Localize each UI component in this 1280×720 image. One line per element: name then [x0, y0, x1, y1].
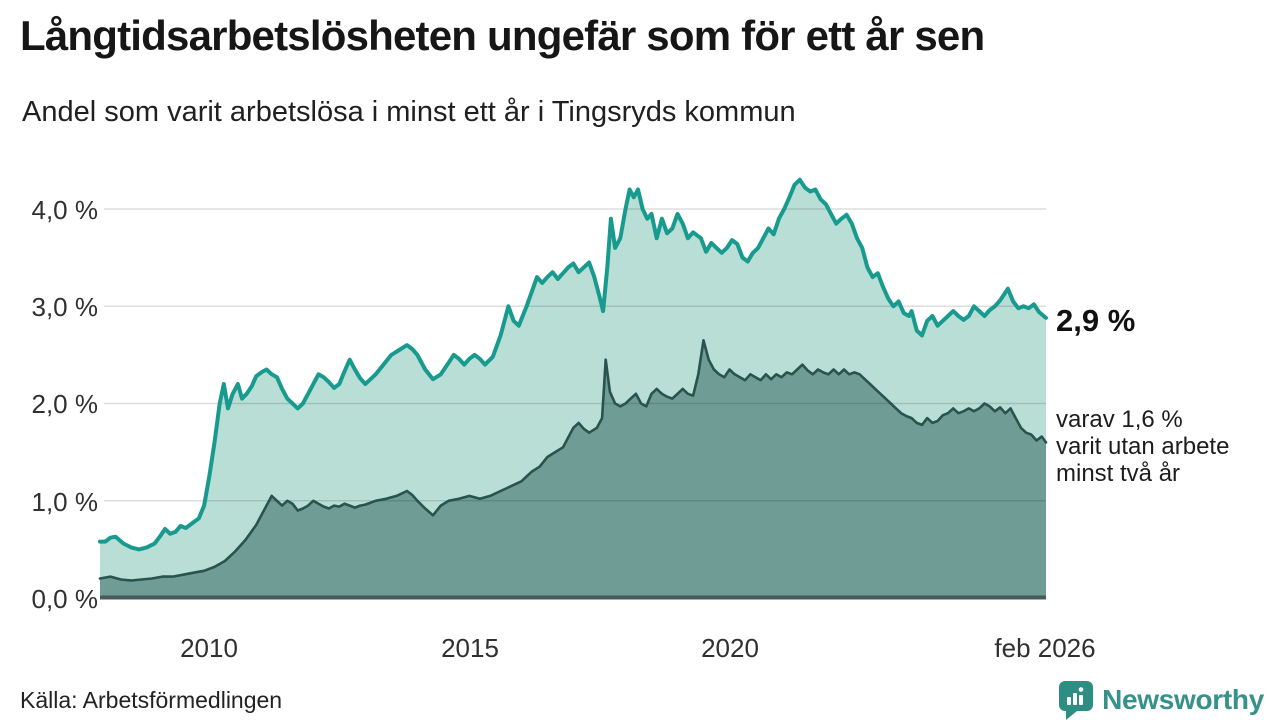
- chart-subtitle: Andel som varit arbetslösa i minst ett å…: [22, 96, 796, 128]
- y-tick-label: 3,0 %: [31, 292, 99, 322]
- page-title: Långtidsarbetslösheten ungefär som för e…: [20, 12, 985, 59]
- area-chart: [98, 177, 1048, 600]
- y-tick-label: 4,0 %: [31, 195, 99, 225]
- y-tick-label: 2,0 %: [31, 389, 99, 419]
- x-tick-label: feb 2026: [994, 633, 1096, 663]
- source-credit: Källa: Arbetsförmedlingen: [20, 687, 283, 713]
- x-tick-label: 2015: [441, 633, 499, 663]
- annotation-latest-value: 2,9 %: [1056, 303, 1136, 338]
- y-tick-label: 1,0 %: [31, 487, 99, 517]
- x-tick-label: 2010: [180, 633, 238, 663]
- newsworthy-logo-icon: [1059, 681, 1094, 720]
- annotation-two-year-share: varav 1,6 % varit utan arbete minst två …: [1056, 406, 1230, 487]
- x-tick-label: 2020: [701, 633, 759, 663]
- series-line-min-one-year: [98, 177, 1048, 552]
- y-tick-label: 0,0 %: [31, 584, 99, 614]
- newsworthy-logo: Newsworthy: [1057, 680, 1264, 720]
- gridlines: [104, 208, 1046, 502]
- area-fill-min-two-years: [100, 340, 1046, 598]
- series-line-min-two-years: [98, 339, 1048, 582]
- newsworthy-logo-text: Newsworthy: [1102, 684, 1264, 715]
